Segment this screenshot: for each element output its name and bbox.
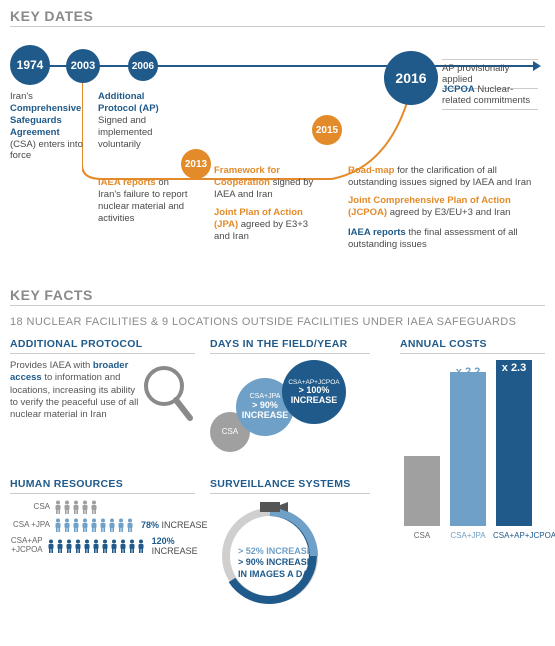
bubble-jcpoa: CSA+AP+JCPOA > 100% INCREASE xyxy=(282,360,346,424)
bubble-csa-label: CSA xyxy=(222,428,238,437)
hr-row: CSA+AP +JCPOA 120% INCREASE xyxy=(10,536,210,556)
label-2003b: IAEA reports on Iran's failure to report… xyxy=(98,177,188,225)
label-2013b: Joint Plan of Action (JPA) agreed by E3+… xyxy=(214,207,324,243)
hr-icons xyxy=(47,539,146,553)
bar-csa-lbl: CSA xyxy=(401,531,443,540)
hr-increase: 120% INCREASE xyxy=(152,536,210,556)
bar-csa xyxy=(404,456,440,526)
surv-title: SURVEILLANCE SYSTEMS xyxy=(210,478,370,494)
label-2013a: Framework for Cooperation signed by IAEA… xyxy=(214,165,314,201)
additional-protocol: ADDITIONAL PROTOCOL Provides IAEA with b… xyxy=(10,338,195,430)
key-facts-title: KEY FACTS xyxy=(10,287,545,303)
bar-jcpoa-lbl: CSA+AP+JCPOA xyxy=(493,531,535,540)
label-1974: Iran's Comprehensive Safeguards Agreemen… xyxy=(10,91,88,162)
hr-tag: CSA+AP +JCPOA xyxy=(10,537,47,555)
annual-costs: ANNUAL COSTS x 2.2 x 2.3 CSA CSA+JPA CSA… xyxy=(400,338,545,540)
bubble-jcpoa-pct: > 100% INCREASE xyxy=(282,386,346,406)
divider xyxy=(10,26,545,27)
hr-increase: 78% INCREASE xyxy=(141,520,208,530)
days-title: DAYS IN THE FIELD/YEAR xyxy=(210,338,370,354)
node-2006: 2006 xyxy=(128,51,158,81)
surveillance: SURVEILLANCE SYSTEMS > 52% INCREASE > 90… xyxy=(210,478,370,620)
bar-chart: x 2.2 x 2.3 CSA CSA+JPA CSA+AP+JCPOA xyxy=(400,360,540,540)
timeline: 1974 2003 2006 2013 2015 2016 AP provisi… xyxy=(10,37,545,287)
label-2015a: Road-map for the clarification of all ou… xyxy=(348,165,538,189)
ap-text-before: Provides IAEA with xyxy=(10,360,93,371)
hr-rows: CSA CSA +JPA 78% INCREASE CSA+AP +JCPOA 120%… xyxy=(10,500,210,556)
hr-row: CSA +JPA 78% INCREASE xyxy=(10,518,210,532)
side-jcpoa-label: JCPOA xyxy=(442,84,475,95)
hr-icons xyxy=(54,500,99,514)
node-2016: 2016 xyxy=(384,51,438,105)
human-resources: HUMAN RESOURCES CSACSA +JPA78% INCREASEC… xyxy=(10,478,210,560)
surv-line2: > 90% INCREASE xyxy=(238,557,314,568)
bar-jpa-val: x 2.2 xyxy=(450,366,486,378)
node-2015: 2015 xyxy=(312,115,342,145)
bar-jpa-lbl: CSA+JPA xyxy=(447,531,489,540)
facts-grid: ADDITIONAL PROTOCOL Provides IAEA with b… xyxy=(10,338,545,638)
divider xyxy=(10,305,545,306)
hr-tag: CSA xyxy=(10,503,54,512)
bar-jpa xyxy=(450,372,486,526)
hr-title: HUMAN RESOURCES xyxy=(10,478,195,494)
surv-text: > 52% INCREASE > 90% INCREASE IN IMAGES … xyxy=(238,546,314,580)
bar-jcpoa xyxy=(496,365,532,526)
side-jcpoa: JCPOA Nuclear-related commitments xyxy=(442,81,538,110)
ap-title: ADDITIONAL PROTOCOL xyxy=(10,338,195,354)
surv-line3: IN IMAGES A DAY xyxy=(238,569,314,580)
label-2015b: Joint Comprehensive Plan of Action (JCPO… xyxy=(348,195,538,219)
ap-text: Provides IAEA with broader access to inf… xyxy=(10,360,140,430)
hr-tag: CSA +JPA xyxy=(10,521,54,530)
node-1974: 1974 xyxy=(10,45,50,85)
costs-title: ANNUAL COSTS xyxy=(400,338,545,354)
label-2016a: IAEA reports the final assessment of all… xyxy=(348,227,538,251)
label-2006: Additional Protocol (AP) Signed and impl… xyxy=(98,91,184,150)
surveillance-gauge: > 52% INCREASE > 90% INCREASE IN IMAGES … xyxy=(210,500,340,620)
bar-jcpoa-val: x 2.3 xyxy=(496,360,532,376)
hr-icons xyxy=(54,518,135,532)
magnifier-icon xyxy=(140,360,195,430)
node-2013: 2013 xyxy=(181,149,211,179)
key-facts-subhead: 18 NUCLEAR FACILITIES & 9 LOCATIONS OUTS… xyxy=(10,316,545,328)
hr-row: CSA xyxy=(10,500,210,514)
surv-line1: > 52% INCREASE xyxy=(238,546,314,557)
node-2003: 2003 xyxy=(66,49,100,83)
key-dates-title: KEY DATES xyxy=(10,8,545,24)
days-field: DAYS IN THE FIELD/YEAR CSA CSA+JPA > 90%… xyxy=(210,338,370,460)
